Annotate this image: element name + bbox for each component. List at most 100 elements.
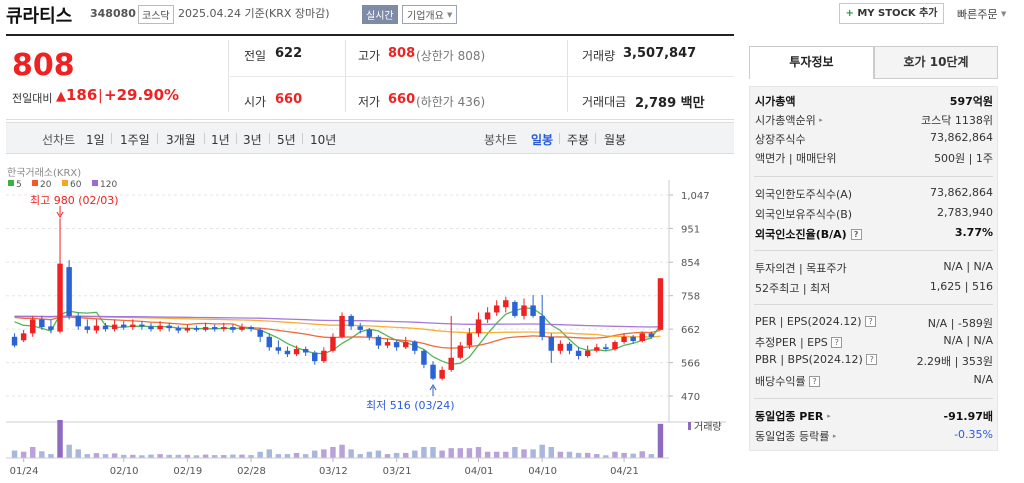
invest-info-box	[749, 86, 998, 451]
candle-body	[302, 349, 309, 353]
stock-code: 348080	[90, 7, 136, 20]
high-label: 고가	[358, 49, 381, 63]
foreign-limit-value: 73,862,864	[930, 186, 993, 199]
volume-bar	[166, 454, 172, 458]
sector-per-label: 동일업종 PER	[755, 410, 824, 423]
volume-label: 거래량	[582, 49, 616, 63]
change-percent: +29.90%	[104, 86, 180, 104]
period-10y[interactable]: 10년	[310, 133, 337, 147]
period-1y[interactable]: 1년	[211, 133, 230, 147]
company-info-dropdown[interactable]: 기업개요 ▼	[402, 5, 458, 24]
dividend-label: 배당수익률	[755, 375, 806, 388]
y-tick-label: 758	[681, 292, 700, 303]
current-price: 808	[12, 48, 75, 83]
sector-change-label: 동일업종 등락률	[755, 430, 830, 443]
candle-body	[384, 342, 391, 346]
stock-chart[interactable]: 한국거래소(KRX) 5 20 60 120 1,047 951 854 758 662 566…	[6, 160, 726, 483]
candle-body	[312, 352, 318, 362]
volume-bar	[375, 450, 382, 458]
tab-invest-info[interactable]: 투자정보	[749, 46, 874, 79]
tab-orderbook[interactable]: 호가 10단계	[874, 46, 998, 79]
volume-bar	[566, 451, 573, 458]
period-3m[interactable]: 3개월	[166, 133, 196, 147]
volume-bar	[30, 446, 36, 458]
foreign-hold-value: 2,783,940	[937, 206, 993, 219]
candle-body	[393, 342, 400, 348]
y-tick-label: 566	[681, 359, 700, 370]
candle-body	[548, 336, 555, 351]
sector-per-value: -91.97배	[943, 410, 993, 423]
help-icon[interactable]: ?	[865, 316, 877, 327]
period-1d[interactable]: 1일	[86, 133, 105, 147]
help-icon[interactable]: ?	[809, 376, 821, 387]
volume-bar	[557, 451, 564, 458]
divider	[754, 176, 993, 177]
candle-body	[566, 343, 573, 351]
y-tick-label: 951	[681, 224, 700, 235]
volume-bar	[639, 451, 645, 458]
volume-bar	[284, 454, 291, 458]
volume-bar	[293, 452, 300, 458]
period-monthly[interactable]: 월봉	[604, 133, 627, 147]
mystock-add-button[interactable]: + MY STOCK 추가	[839, 3, 944, 24]
candle-body	[512, 301, 518, 316]
candle-body	[594, 347, 600, 351]
help-icon[interactable]: ?	[831, 337, 843, 348]
ma-line-5	[14, 307, 662, 365]
divider	[204, 133, 205, 144]
candle-body	[584, 350, 591, 356]
ma-legend-swatch	[92, 180, 98, 186]
help-icon[interactable]: ?	[866, 354, 878, 365]
divider	[754, 398, 993, 399]
pbr-value: 2.29배 | 353원	[916, 355, 993, 368]
volume-bar	[475, 446, 482, 458]
period-1w[interactable]: 1주일	[120, 133, 150, 147]
ma-legend-label: 20	[40, 180, 52, 190]
volume-bar	[221, 455, 227, 458]
candle-body	[457, 345, 464, 358]
candle-body	[93, 325, 100, 331]
realtime-button[interactable]: 실시간	[362, 5, 398, 24]
volume-bar	[503, 451, 509, 458]
volume-bar	[184, 454, 191, 458]
foreign-limit-label: 외국인한도주식수(A)	[755, 188, 853, 201]
candle-body	[239, 327, 245, 330]
foreign-ratio-value: 3.77%	[954, 226, 993, 239]
candle-body	[575, 350, 582, 356]
period-daily[interactable]: 일봉	[531, 133, 554, 147]
x-tick-label: 04/10	[528, 466, 557, 477]
est-per-value: N/A | N/A	[943, 334, 993, 347]
candle-body	[630, 336, 636, 341]
candle-body	[530, 305, 536, 316]
period-weekly[interactable]: 주봉	[567, 133, 590, 147]
x-tick-label: 03/21	[383, 466, 412, 477]
period-5y[interactable]: 5년	[277, 133, 296, 147]
up-arrow-icon: ▲	[56, 89, 66, 104]
separator-bar: |	[98, 88, 103, 104]
volume-bar	[457, 448, 464, 458]
candle-body	[503, 300, 509, 308]
volume-bar	[302, 454, 309, 458]
period-3y[interactable]: 3년	[243, 133, 262, 147]
volume-bar	[312, 450, 318, 458]
candle-body	[539, 315, 545, 337]
help-icon[interactable]: ?	[850, 229, 862, 240]
quick-order-button[interactable]: 빠른주문 ▼	[957, 6, 1006, 22]
foreign-ratio-row: 외국인소진율(B/A) ? 3.77%	[755, 226, 993, 244]
low-arrowhead	[429, 384, 437, 391]
volume-bar	[430, 446, 436, 458]
volume-bar	[66, 444, 72, 458]
volume-bar	[493, 451, 500, 458]
volume-bar	[11, 450, 18, 458]
prev-close-value: 622	[275, 46, 303, 61]
chevron-down-icon: ▼	[447, 11, 453, 19]
x-tick-label: 04/21	[610, 466, 639, 477]
candle-body	[466, 333, 473, 346]
per-label: PER | EPS(2024.12)	[755, 315, 862, 328]
candle-body	[157, 325, 163, 330]
candle-body	[248, 327, 254, 330]
candle-body	[648, 333, 655, 337]
candle-body	[166, 325, 172, 329]
volume-bar	[248, 455, 254, 458]
volume-bar	[412, 450, 418, 458]
